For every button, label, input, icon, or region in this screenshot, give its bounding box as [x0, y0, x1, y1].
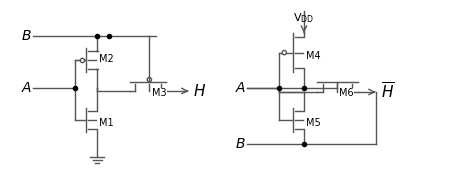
- Text: B: B: [22, 29, 31, 43]
- Text: M6: M6: [339, 88, 354, 98]
- Text: A: A: [22, 81, 31, 95]
- Text: B: B: [236, 137, 245, 151]
- Text: M1: M1: [99, 118, 114, 128]
- Text: M3: M3: [152, 88, 167, 98]
- Text: A: A: [236, 81, 245, 95]
- Text: M2: M2: [99, 54, 114, 64]
- Text: $\overline{H}$: $\overline{H}$: [381, 82, 394, 102]
- Text: M4: M4: [306, 51, 320, 61]
- Text: H: H: [194, 84, 205, 98]
- Text: $\mathregular{V_{DD}}$: $\mathregular{V_{DD}}$: [293, 11, 315, 25]
- Text: M5: M5: [306, 118, 321, 128]
